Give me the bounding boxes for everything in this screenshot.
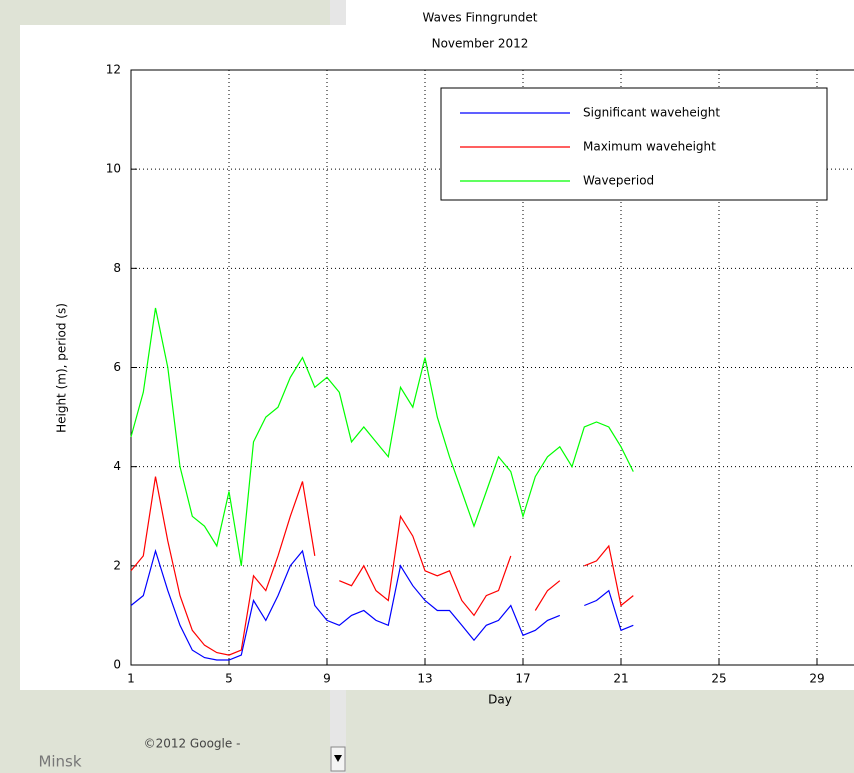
y-tick-label: 6 — [113, 360, 121, 374]
y-tick-label: 8 — [113, 261, 121, 275]
x-tick-label: 1 — [127, 672, 135, 686]
x-axis-label: Day — [488, 693, 512, 707]
y-tick-label: 12 — [106, 63, 121, 77]
x-tick-label: 5 — [225, 672, 233, 686]
screen: Minsk ©2012 Google - Waves Finngrundet N… — [0, 0, 854, 773]
x-tick-label: 13 — [417, 672, 432, 686]
y-axis-label: Height (m), period (s) — [55, 303, 69, 433]
map-attribution: ©2012 Google - — [144, 737, 241, 751]
page: Minsk ©2012 Google - Waves Finngrundet N… — [0, 0, 854, 773]
legend-label: Significant waveheight — [583, 106, 720, 120]
legend-label: Waveperiod — [583, 174, 654, 188]
x-tick-label: 25 — [711, 672, 726, 686]
x-tick-label: 17 — [515, 672, 530, 686]
y-tick-label: 10 — [106, 162, 121, 176]
x-tick-label: 29 — [809, 672, 824, 686]
chart-subtitle: November 2012 — [432, 37, 529, 51]
x-tick-label: 9 — [323, 672, 331, 686]
y-tick-label: 0 — [113, 658, 121, 672]
x-tick-label: 21 — [613, 672, 628, 686]
y-tick-label: 2 — [113, 558, 121, 572]
legend-label: Maximum waveheight — [583, 140, 716, 154]
y-tick-label: 4 — [113, 459, 121, 473]
chart-title: Waves Finngrundet — [422, 11, 537, 25]
map-label: Minsk — [38, 753, 81, 771]
